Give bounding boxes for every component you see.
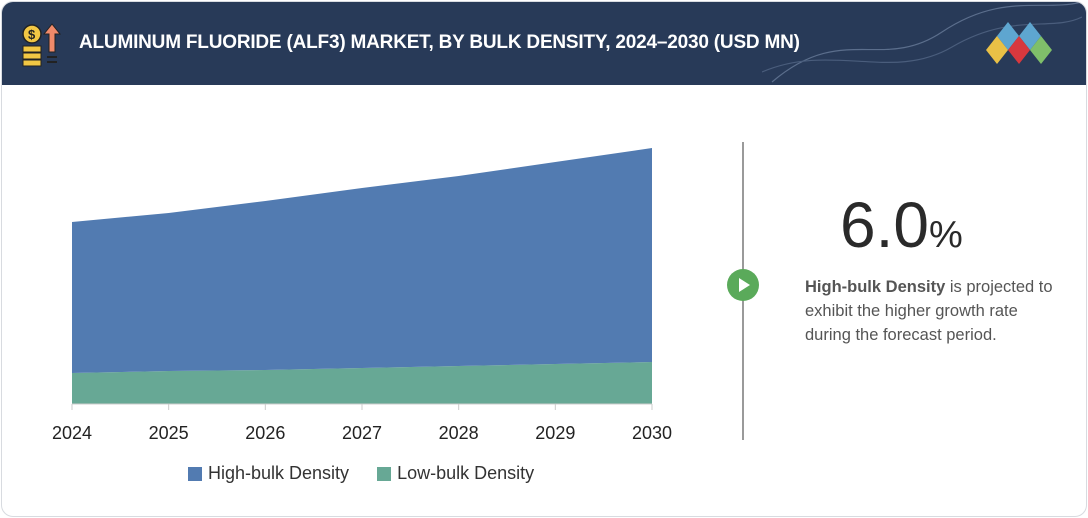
brand-logo-icon — [986, 22, 1052, 64]
x-tick-label: 2026 — [245, 423, 285, 443]
legend-label: High-bulk Density — [208, 463, 350, 483]
header: $ ALUMINUM FLUORIDE (ALF3) MARKET, BY BU… — [2, 2, 1086, 85]
area-low-bulk-density — [72, 362, 652, 404]
callout-text: High-bulk Density is projected to exhibi… — [805, 275, 1065, 347]
play-icon — [727, 269, 759, 301]
cagr-unit: % — [928, 214, 963, 256]
x-tick-label: 2030 — [632, 423, 672, 443]
cagr-number: 6.0 — [840, 189, 929, 261]
legend-item-low: Low-bulk Density — [377, 463, 534, 484]
callout-bold: High-bulk Density — [805, 278, 946, 296]
callout-rest: is projected to exhibit the higher growt… — [805, 278, 1053, 344]
legend-label: Low-bulk Density — [397, 463, 535, 483]
coins-arrow-icon: $ — [22, 23, 62, 67]
svg-text:$: $ — [28, 27, 36, 42]
legend-swatch — [377, 466, 392, 481]
chart-title: ALUMINUM FLUORIDE (ALF3) MARKET, BY BULK… — [79, 32, 800, 53]
x-tick-label: 2027 — [342, 423, 382, 443]
legend-swatch — [188, 466, 202, 481]
area-high-bulk-density — [72, 148, 652, 373]
legend-item-high: High-bulk Density — [188, 463, 349, 484]
cagr-value: 6.0% — [840, 190, 963, 270]
area-chart: 2024 2025 2026 2027 2028 2029 2030 — [52, 148, 672, 443]
legend: High-bulk Density Low-bulk Density — [188, 463, 534, 484]
x-tick-label: 2029 — [535, 423, 575, 443]
decorative-waves — [762, 2, 1082, 83]
x-tick-label: 2025 — [149, 423, 189, 443]
x-tick-label: 2024 — [52, 423, 92, 443]
x-tick-label: 2028 — [439, 423, 479, 443]
